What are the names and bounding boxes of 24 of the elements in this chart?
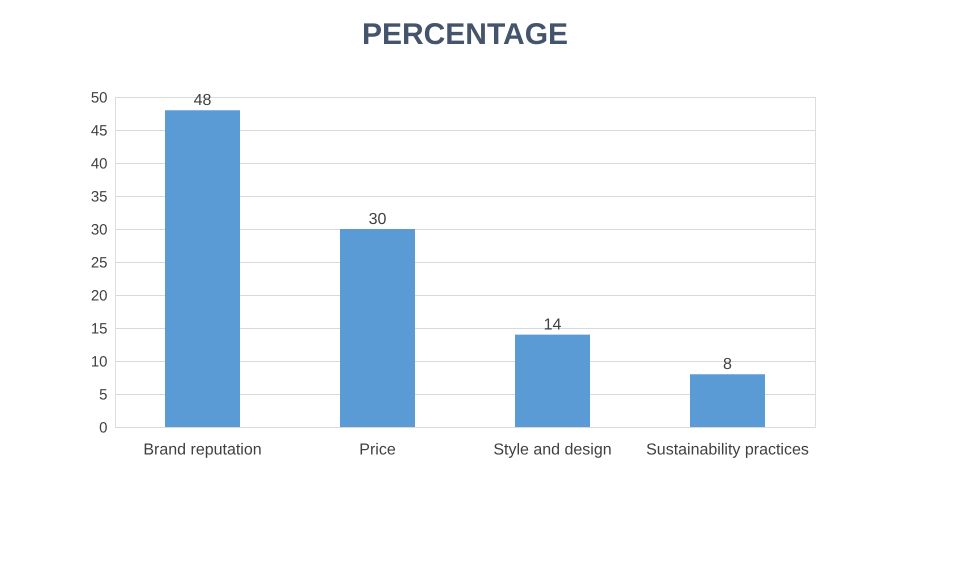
y-tick-label: 25: [90, 254, 108, 272]
y-tick-label: 0: [99, 420, 108, 436]
y-tick-label: 35: [90, 188, 108, 206]
chart-title: PERCENTAGE: [362, 18, 568, 51]
y-tick-label: 30: [90, 222, 108, 238]
y-tick-label: 5: [99, 386, 108, 404]
bar: [515, 334, 590, 427]
x-tick-label: Sustainability practices: [646, 442, 809, 458]
y-tick-label: 45: [90, 122, 108, 140]
y-tick-label: 50: [90, 90, 108, 106]
bar: [340, 229, 415, 427]
bar: [690, 374, 765, 427]
x-tick-label: Style and design: [493, 442, 612, 458]
x-tick-label: Brand reputation: [143, 442, 262, 458]
data-label: 30: [368, 211, 386, 228]
x-tick-label: Price: [359, 442, 396, 458]
data-label: 48: [194, 92, 212, 110]
y-tick-label: 10: [90, 354, 108, 370]
bar: [165, 110, 240, 427]
y-tick-label: 20: [90, 288, 108, 304]
data-label: 14: [544, 316, 562, 334]
data-label: 8: [723, 356, 732, 374]
y-tick-label: 40: [90, 156, 108, 172]
y-tick-label: 15: [90, 320, 108, 338]
